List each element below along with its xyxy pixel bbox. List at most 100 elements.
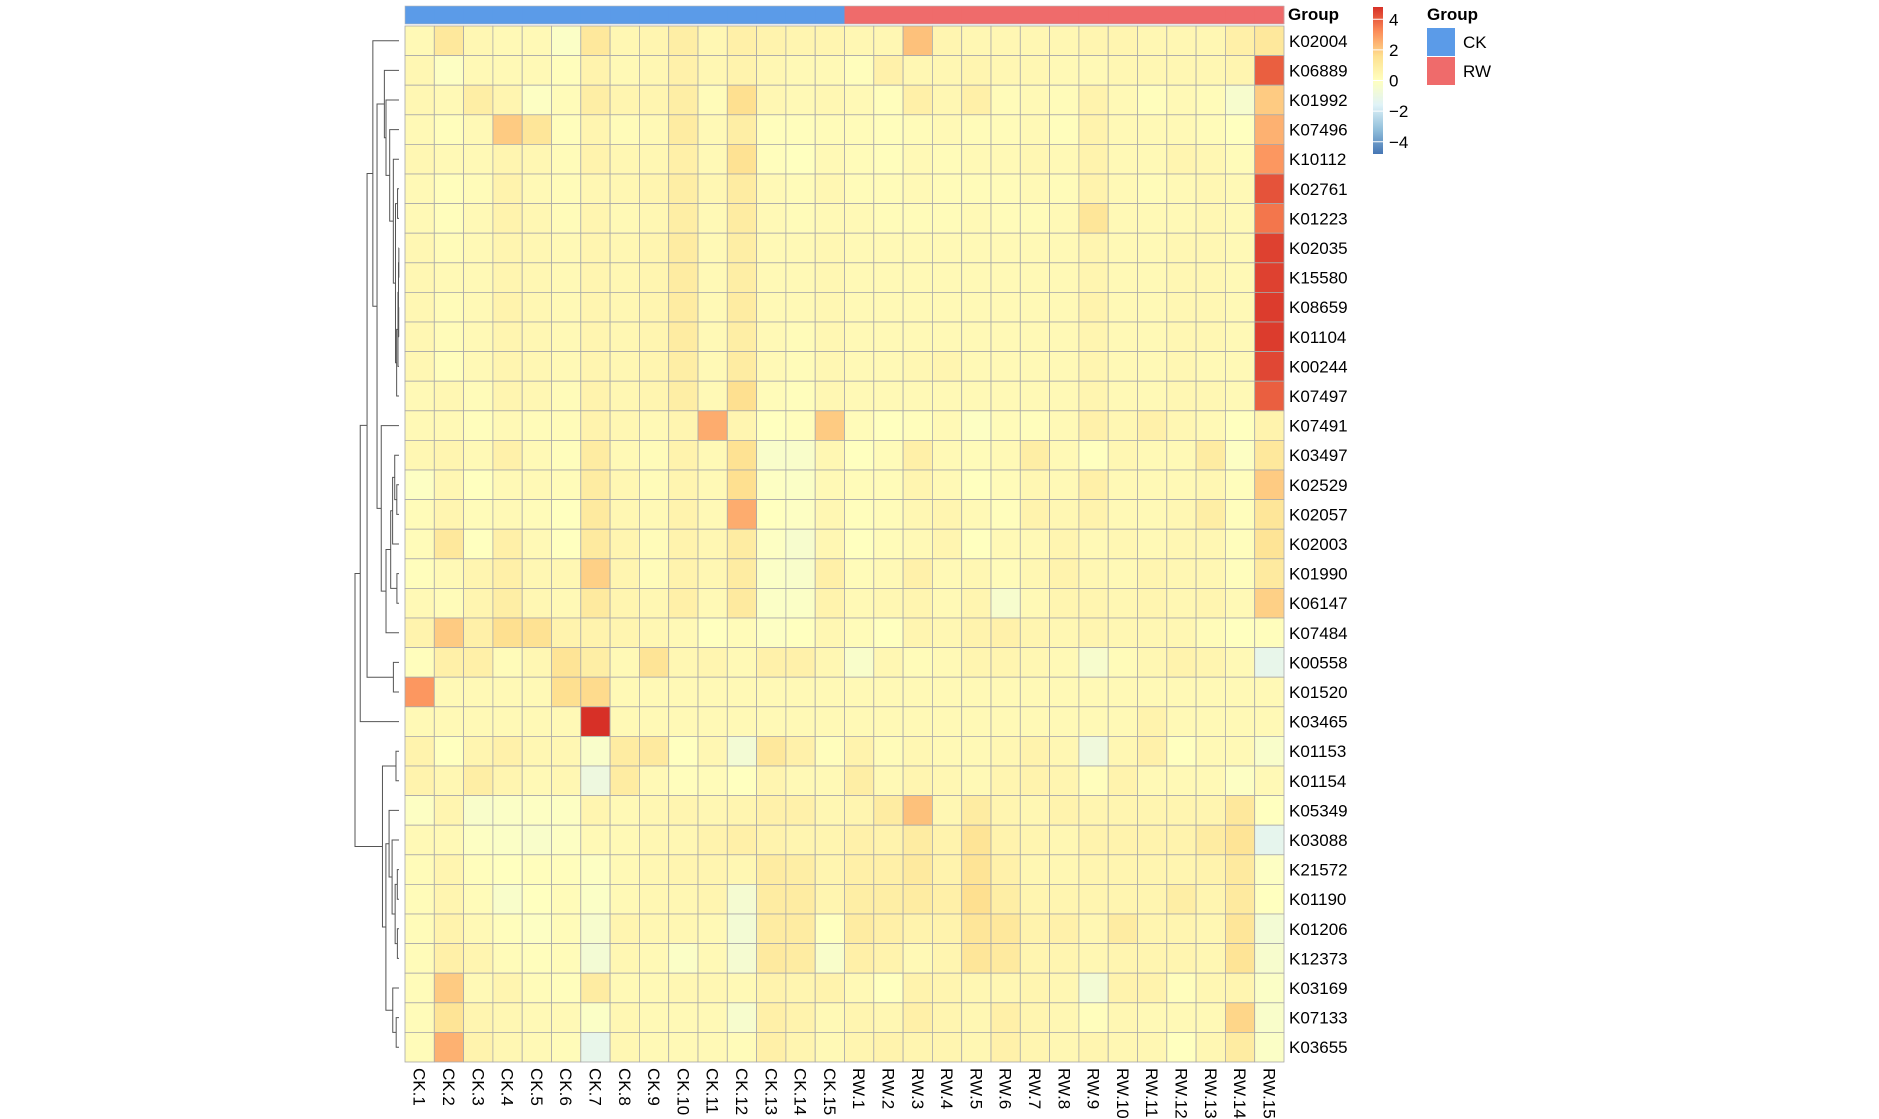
heatmap-cell xyxy=(404,884,435,915)
heatmap-cell xyxy=(1225,676,1256,708)
colorbar-tick-label: 4 xyxy=(1389,10,1398,29)
heatmap-cell xyxy=(1195,972,1226,1004)
heatmap-cell xyxy=(785,143,816,175)
heatmap-cell xyxy=(726,943,757,974)
heatmap-cell xyxy=(551,736,582,767)
heatmap-cell xyxy=(521,232,552,264)
heatmap-cell xyxy=(580,25,611,57)
heatmap-cell xyxy=(697,351,728,382)
heatmap-cell xyxy=(433,25,464,57)
heatmap-cell xyxy=(1254,262,1285,293)
group-annotation-cell xyxy=(1108,6,1138,24)
legend-swatch xyxy=(1427,28,1455,56)
heatmap-cell xyxy=(668,617,699,649)
heatmap-cell xyxy=(521,854,552,885)
heatmap-cell xyxy=(639,25,670,57)
heatmap-cell xyxy=(609,943,640,974)
heatmap-cell xyxy=(726,321,757,353)
heatmap-cell xyxy=(1166,647,1197,678)
heatmap-cell xyxy=(1166,736,1197,767)
heatmap-cell xyxy=(1225,943,1256,974)
heatmap-cell xyxy=(1166,588,1197,619)
heatmap-cell xyxy=(961,972,992,1004)
heatmap-cell xyxy=(1019,528,1050,560)
heatmap-cell xyxy=(1019,736,1050,767)
heatmap-cell xyxy=(1254,972,1285,1004)
heatmap-cell xyxy=(932,410,963,441)
heatmap-cell xyxy=(844,647,875,678)
heatmap-cell xyxy=(990,380,1021,412)
heatmap-cell xyxy=(990,824,1021,856)
heatmap-cell xyxy=(961,55,992,86)
heatmap-cell xyxy=(404,410,435,441)
heatmap-cell xyxy=(756,410,787,441)
heatmap-cell xyxy=(844,1032,875,1063)
heatmap-cell xyxy=(873,291,904,323)
heatmap-cell xyxy=(814,617,845,649)
heatmap-cell xyxy=(932,114,963,145)
heatmap-cell xyxy=(814,55,845,86)
heatmap-cell xyxy=(521,25,552,57)
heatmap-cell xyxy=(492,55,523,86)
heatmap-cell xyxy=(932,55,963,86)
heatmap-cell xyxy=(1254,824,1285,856)
heatmap-cell xyxy=(785,884,816,915)
heatmap-cell xyxy=(433,114,464,145)
heatmap-cell xyxy=(1078,676,1109,708)
heatmap-cell xyxy=(463,617,494,649)
heatmap-cell xyxy=(1137,203,1168,234)
heatmap-cell xyxy=(551,380,582,412)
heatmap-cell xyxy=(1107,647,1138,678)
heatmap-cell xyxy=(639,114,670,145)
heatmap-cell xyxy=(1078,736,1109,767)
heatmap-cell xyxy=(1137,1032,1168,1063)
heatmap-cell xyxy=(1078,824,1109,856)
heatmap-cell xyxy=(639,765,670,797)
heatmap-cell xyxy=(580,795,611,826)
heatmap-cell xyxy=(844,824,875,856)
heatmap-cell xyxy=(1019,824,1050,856)
heatmap-cell xyxy=(609,854,640,885)
heatmap-cell xyxy=(433,55,464,86)
heatmap-cell xyxy=(1225,173,1256,205)
heatmap-cell xyxy=(463,114,494,145)
heatmap-cell xyxy=(580,647,611,678)
heatmap-cell xyxy=(639,439,670,471)
heatmap-cell xyxy=(1019,499,1050,530)
heatmap-cell xyxy=(668,469,699,501)
heatmap-cell xyxy=(404,972,435,1004)
heatmap-cell xyxy=(404,1002,435,1033)
column-label: RW.5 xyxy=(966,1068,985,1109)
row-label: K03497 xyxy=(1289,446,1348,465)
heatmap-cell xyxy=(1166,203,1197,234)
heatmap-cell xyxy=(551,617,582,649)
heatmap-cell xyxy=(961,588,992,619)
heatmap-cell xyxy=(521,913,552,945)
heatmap-cell xyxy=(932,84,963,116)
row-label: K01992 xyxy=(1289,91,1348,110)
heatmap-cell xyxy=(1137,884,1168,915)
heatmap-cell xyxy=(551,558,582,589)
heatmap-cell xyxy=(990,676,1021,708)
heatmap-cell xyxy=(1078,913,1109,945)
row-label: K03655 xyxy=(1289,1038,1348,1057)
heatmap-cell xyxy=(463,588,494,619)
heatmap-cell xyxy=(639,824,670,856)
heatmap-cell xyxy=(463,558,494,589)
heatmap-cell xyxy=(1019,1002,1050,1033)
heatmap-cell xyxy=(844,232,875,264)
heatmap-cell xyxy=(902,55,933,86)
heatmap-cell xyxy=(990,84,1021,116)
heatmap-cell xyxy=(492,262,523,293)
heatmap-cell xyxy=(433,84,464,116)
heatmap-cell xyxy=(492,943,523,974)
heatmap-cell xyxy=(1195,528,1226,560)
heatmap-cell xyxy=(1166,351,1197,382)
row-label: K03169 xyxy=(1289,979,1348,998)
heatmap-cell xyxy=(1078,291,1109,323)
heatmap-cell xyxy=(404,143,435,175)
heatmap-cell xyxy=(492,528,523,560)
heatmap-cell xyxy=(580,824,611,856)
heatmap-cell xyxy=(1137,795,1168,826)
heatmap-cell xyxy=(1049,25,1080,57)
